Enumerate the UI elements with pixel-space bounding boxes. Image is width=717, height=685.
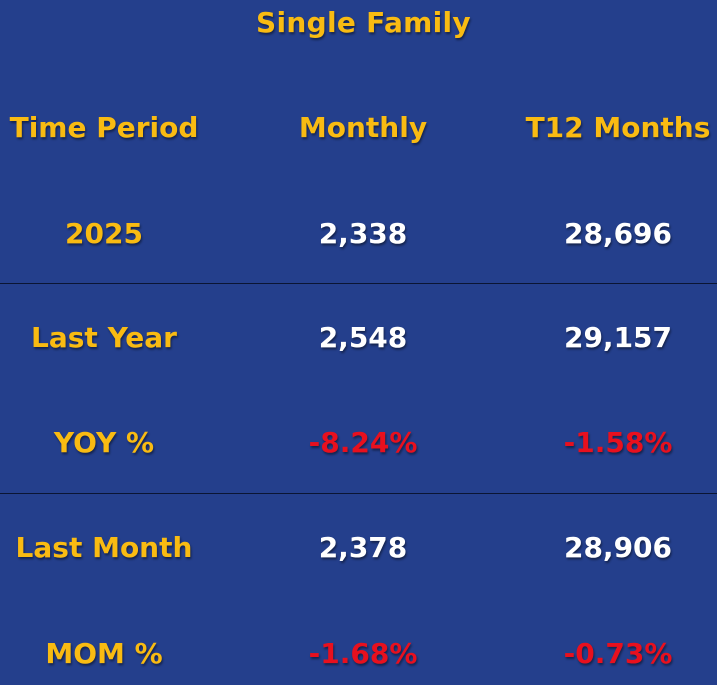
row-label: Last Year <box>31 321 177 354</box>
monthly-percent-change: -1.68% <box>308 637 418 670</box>
row-label: 2025 <box>65 217 143 250</box>
monthly-value: 2,338 <box>318 217 408 250</box>
header-row: Time Period Monthly T12 Months <box>0 106 717 150</box>
table-row-current-year: 2025 2,338 28,696 <box>0 212 717 256</box>
table-row-mom: MOM % -1.68% -0.73% <box>0 632 717 676</box>
row-label: YOY % <box>53 426 155 459</box>
header-monthly: Monthly <box>298 111 428 144</box>
row-divider <box>0 283 717 284</box>
row-divider <box>0 493 717 494</box>
table-row-yoy: YOY % -8.24% -1.58% <box>0 421 717 465</box>
table-title: Single Family <box>256 6 471 39</box>
t12-value: 28,696 <box>563 217 673 250</box>
header-t12-months: T12 Months <box>525 111 711 144</box>
monthly-value: 2,548 <box>318 321 408 354</box>
header-time-period: Time Period <box>9 111 199 144</box>
t12-value: 28,906 <box>563 531 673 564</box>
monthly-value: 2,378 <box>318 531 408 564</box>
monthly-percent-change: -8.24% <box>308 426 418 459</box>
t12-percent-change: -1.58% <box>563 426 673 459</box>
row-label: MOM % <box>45 637 163 670</box>
table-row-last-year: Last Year 2,548 29,157 <box>0 316 717 360</box>
t12-percent-change: -0.73% <box>563 637 673 670</box>
row-label: Last Month <box>15 531 193 564</box>
table-row-last-month: Last Month 2,378 28,906 <box>0 526 717 570</box>
t12-value: 29,157 <box>563 321 673 354</box>
